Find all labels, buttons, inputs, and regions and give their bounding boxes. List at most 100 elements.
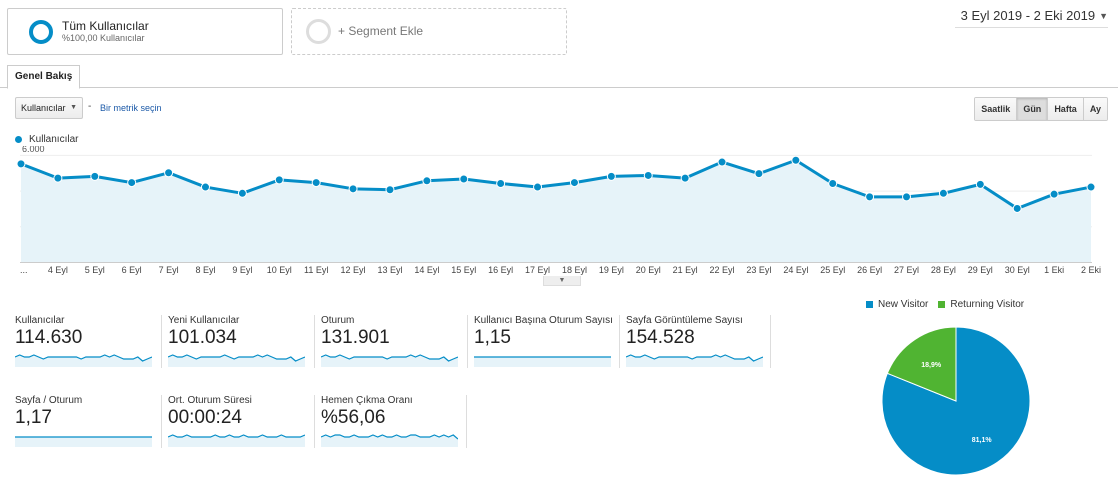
data-point	[496, 178, 506, 188]
x-tick-label: 24 Eyl	[783, 265, 808, 275]
metric-card-sessions-per-user: Kullanıcı Başına Oturum Sayısı 1,15	[467, 315, 616, 368]
metric-sparkline	[168, 354, 305, 367]
date-range-label: 3 Eyl 2019 - 2 Eki 2019	[960, 8, 1096, 23]
metric-value: 101.034	[168, 327, 237, 348]
metric-select[interactable]: Kullanıcılar ▼	[15, 97, 83, 119]
segment-placeholder-icon	[306, 19, 331, 44]
x-tick-label: 18 Eyl	[562, 265, 587, 275]
x-tick-label: 27 Eyl	[894, 265, 919, 275]
data-point	[717, 157, 727, 167]
divider	[161, 395, 162, 448]
metric-value: 154.528	[626, 327, 695, 348]
metric-label: Kullanıcı Başına Oturum Sayısı	[474, 315, 613, 326]
vs-separator: -	[88, 101, 92, 112]
x-tick-label: 2 Eki	[1081, 265, 1101, 275]
period-month-button[interactable]: Ay	[1082, 98, 1107, 120]
y-tick-label: 6.000	[22, 146, 45, 154]
metric-card-avg-session-duration: Ort. Oturum Süresi 00:00:24	[161, 395, 310, 448]
sparkline-area	[321, 355, 458, 367]
data-point	[865, 192, 875, 202]
sparkline-line	[168, 354, 305, 362]
data-point	[938, 188, 948, 198]
pie-legend-item-new[interactable]: New Visitor	[866, 299, 928, 310]
tab-overview[interactable]: Genel Bakış	[7, 65, 81, 89]
segment-subtitle: %100,00 Kullanıcılar	[62, 33, 145, 43]
x-tick-label: 13 Eyl	[377, 265, 402, 275]
metric-sparkline	[626, 354, 763, 367]
metric-card-sessions: Oturum 131.901	[314, 315, 463, 368]
segment-title: Tüm Kullanıcılar	[62, 19, 149, 33]
date-range-picker[interactable]: 3 Eyl 2019 - 2 Eki 2019 ▼	[954, 6, 1108, 28]
data-point	[459, 174, 469, 184]
data-point	[127, 178, 137, 188]
x-tick-label: 26 Eyl	[857, 265, 882, 275]
x-tick-label: 12 Eyl	[341, 265, 366, 275]
metric-card-pages-per-session: Sayfa / Oturum 1,17	[15, 395, 157, 448]
x-tick-label: 21 Eyl	[673, 265, 698, 275]
sparkline-area	[15, 355, 152, 367]
x-tick-label: 1 Eki	[1044, 265, 1064, 275]
period-day-button[interactable]: Gün	[1016, 98, 1048, 120]
divider	[314, 395, 315, 448]
metric-label: Yeni Kullanıcılar	[168, 315, 240, 326]
period-week-button[interactable]: Hafta	[1047, 98, 1083, 120]
data-point	[828, 178, 838, 188]
data-point	[680, 173, 690, 183]
data-point	[754, 169, 764, 179]
metric-sparkline	[15, 436, 152, 447]
x-tick-label: 23 Eyl	[746, 265, 771, 275]
x-tick-label: 10 Eyl	[267, 265, 292, 275]
x-tick-label: 9 Eyl	[232, 265, 252, 275]
segment-all-users[interactable]: Tüm Kullanıcılar %100,00 Kullanıcılar	[7, 8, 283, 55]
metric-label: Oturum	[321, 315, 355, 326]
x-tick-label: 19 Eyl	[599, 265, 624, 275]
pie-legend-item-returning[interactable]: Returning Visitor	[938, 299, 1024, 310]
x-tick-label: 8 Eyl	[195, 265, 215, 275]
legend-swatch-icon	[938, 301, 946, 308]
x-tick-label: 4 Eyl	[48, 265, 68, 275]
period-hourly-button[interactable]: Saatlik	[975, 98, 1017, 120]
sparkline-area	[474, 357, 611, 367]
x-tick-label: 30 Eyl	[1005, 265, 1030, 275]
metric-label: Hemen Çıkma Oranı	[321, 395, 413, 406]
x-tick-label: ...	[20, 265, 28, 275]
data-point	[975, 179, 985, 189]
x-tick-label: 6 Eyl	[122, 265, 142, 275]
add-segment-button[interactable]: + Segment Ekle	[291, 8, 567, 55]
data-point	[791, 155, 801, 165]
data-point	[1049, 189, 1059, 199]
metric-card-new-users: Yeni Kullanıcılar 101.034	[161, 315, 310, 368]
divider	[467, 315, 468, 368]
metric-value: 00:00:24	[168, 407, 242, 428]
divider	[619, 315, 620, 368]
series-area	[21, 160, 1091, 262]
metric-value: 1,17	[15, 407, 52, 428]
chart-resize-handle[interactable]: ▼	[543, 276, 581, 286]
period-toggle: Saatlik Gün Hafta Ay	[974, 97, 1108, 121]
metric-card-users: Kullanıcılar 114.630	[15, 315, 157, 368]
metric-value: %56,06	[321, 407, 386, 428]
data-point	[385, 185, 395, 195]
data-point	[533, 182, 543, 192]
divider	[770, 315, 771, 368]
x-tick-label: 16 Eyl	[488, 265, 513, 275]
data-point	[237, 188, 247, 198]
sparkline-line	[321, 354, 458, 362]
pie-slice-label: 18,9%	[921, 362, 942, 369]
divider	[161, 315, 162, 368]
x-tick-label: 5 Eyl	[85, 265, 105, 275]
chevron-down-icon: ▼	[70, 104, 77, 111]
select-metric-link[interactable]: Bir metrik seçin	[100, 103, 162, 113]
sparkline-area	[321, 435, 458, 447]
sparkline-area	[15, 437, 152, 447]
sparkline-line	[626, 354, 763, 362]
divider	[466, 395, 467, 448]
divider	[770, 315, 771, 368]
metric-sparkline	[474, 356, 611, 367]
pie-slice-label: 81,1%	[972, 437, 993, 444]
sparkline-line	[168, 434, 305, 438]
x-tick-label: 7 Eyl	[159, 265, 179, 275]
metric-value: 131.901	[321, 327, 390, 348]
metric-sparkline	[321, 354, 458, 367]
